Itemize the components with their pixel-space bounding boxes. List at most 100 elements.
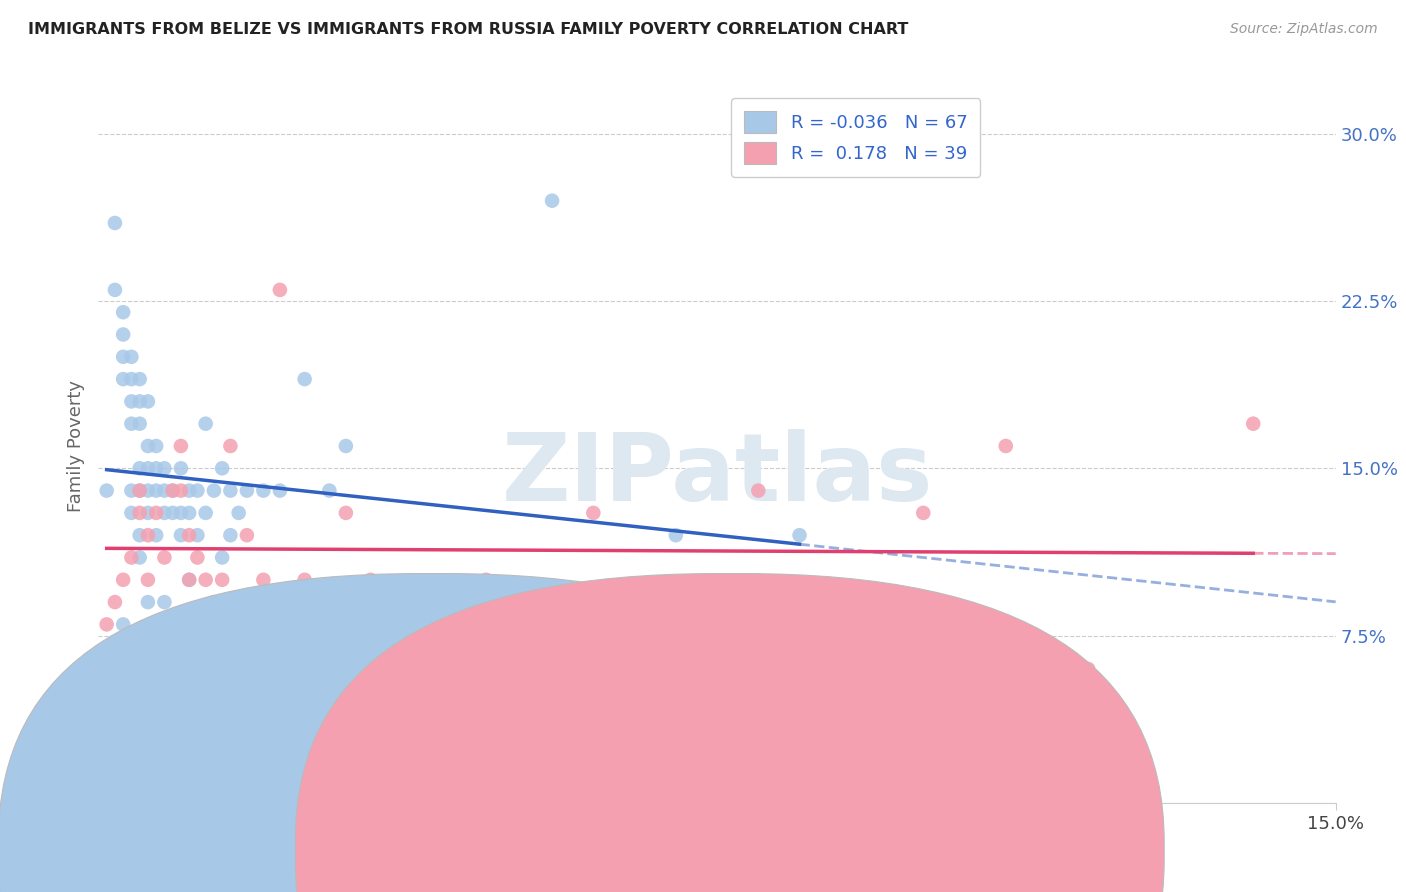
Point (104, 216, 127, 230)
Point (162, 506, 184, 520)
Point (96, 617, 118, 632)
Point (665, 662, 688, 676)
Point (747, 483, 769, 498)
Point (145, 439, 167, 453)
Text: Immigrants from Belize: Immigrants from Belize (457, 842, 668, 860)
Point (96, 483, 118, 498)
Point (789, 528, 811, 542)
Point (136, 528, 159, 542)
Point (128, 394, 150, 409)
Y-axis label: Family Poverty: Family Poverty (66, 380, 84, 512)
Point (145, 617, 167, 632)
Point (186, 528, 208, 542)
Point (112, 372, 135, 386)
Point (335, 439, 357, 453)
Point (170, 483, 193, 498)
Point (211, 573, 233, 587)
Point (104, 595, 127, 609)
Point (830, 662, 852, 676)
Point (252, 483, 274, 498)
Point (219, 528, 242, 542)
Point (170, 439, 193, 453)
Point (128, 483, 150, 498)
Point (1077, 662, 1099, 676)
Point (120, 506, 142, 520)
Point (120, 350, 142, 364)
Point (128, 461, 150, 475)
Point (179, 506, 201, 520)
Point (318, 483, 340, 498)
Point (541, 194, 564, 208)
Point (120, 483, 142, 498)
Legend: R = -0.036   N = 67, R =  0.178   N = 39: R = -0.036 N = 67, R = 0.178 N = 39 (731, 98, 980, 177)
Point (912, 506, 935, 520)
Point (112, 327, 135, 342)
Point (128, 528, 150, 542)
Text: Source: ZipAtlas.com: Source: ZipAtlas.com (1230, 22, 1378, 37)
Point (211, 550, 233, 565)
Point (202, 595, 225, 609)
Text: ZIPatlas: ZIPatlas (502, 428, 932, 521)
Point (236, 483, 259, 498)
Point (112, 350, 135, 364)
Point (360, 573, 382, 587)
Text: Immigrants from Russia: Immigrants from Russia (754, 842, 969, 860)
Point (153, 461, 176, 475)
Point (202, 662, 225, 676)
Point (120, 372, 142, 386)
Point (162, 483, 184, 498)
Point (994, 439, 1017, 453)
Point (145, 461, 167, 475)
Point (170, 528, 193, 542)
Point (136, 595, 159, 609)
Point (153, 506, 176, 520)
Point (128, 372, 150, 386)
Point (128, 550, 150, 565)
Point (499, 617, 522, 632)
Point (179, 573, 201, 587)
Point (269, 483, 291, 498)
Point (136, 394, 159, 409)
Point (211, 461, 233, 475)
Point (128, 417, 150, 431)
Point (194, 417, 217, 431)
Point (145, 506, 167, 520)
Point (194, 573, 217, 587)
Point (153, 483, 176, 498)
Point (104, 283, 127, 297)
Point (128, 483, 150, 498)
Point (475, 573, 498, 587)
Point (252, 573, 274, 587)
Point (202, 483, 225, 498)
Point (179, 483, 201, 498)
Point (309, 595, 332, 609)
Point (112, 305, 135, 319)
Point (375, 684, 398, 698)
Point (179, 573, 201, 587)
Point (128, 506, 150, 520)
Point (1241, 417, 1264, 431)
Point (186, 483, 208, 498)
Point (136, 483, 159, 498)
Point (236, 528, 259, 542)
Text: IMMIGRANTS FROM BELIZE VS IMMIGRANTS FROM RUSSIA FAMILY POVERTY CORRELATION CHAR: IMMIGRANTS FROM BELIZE VS IMMIGRANTS FRO… (28, 22, 908, 37)
Point (153, 595, 176, 609)
Point (401, 617, 423, 632)
Point (162, 617, 184, 632)
Point (136, 461, 159, 475)
Point (335, 506, 357, 520)
Point (170, 461, 193, 475)
Point (112, 617, 135, 632)
Point (162, 483, 184, 498)
Point (120, 394, 142, 409)
Point (120, 550, 142, 565)
Point (186, 550, 208, 565)
Point (194, 506, 217, 520)
Point (179, 528, 201, 542)
Point (219, 439, 242, 453)
Point (541, 617, 564, 632)
Point (170, 506, 193, 520)
Point (269, 283, 291, 297)
Point (136, 573, 159, 587)
Point (120, 417, 142, 431)
